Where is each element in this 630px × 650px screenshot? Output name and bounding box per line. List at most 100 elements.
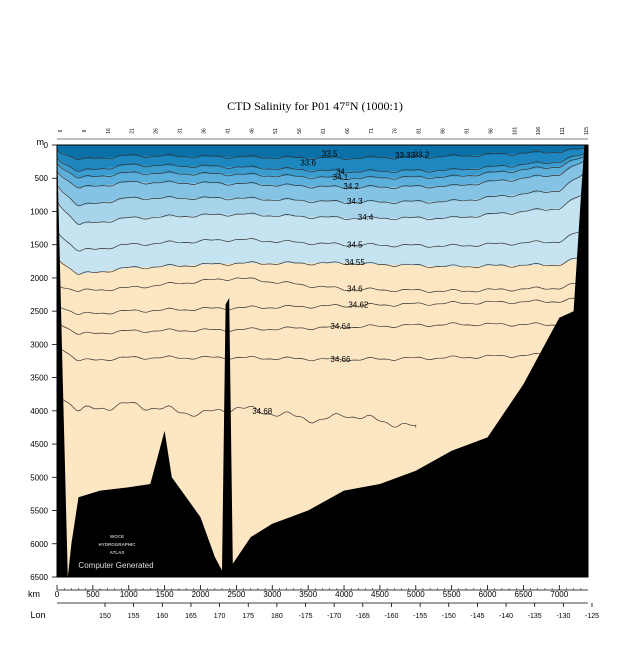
longitude-tick-label: 175 [242, 613, 254, 620]
distance-tick-label: 500 [86, 590, 100, 599]
station-label: 76 [393, 128, 399, 134]
longitude-tick-label: -125 [585, 613, 599, 620]
station-label: 111 [560, 127, 566, 135]
contour-label: 33.33 [395, 151, 416, 160]
station-label: 71 [369, 128, 375, 134]
distance-tick-label: 0 [55, 590, 60, 599]
station-label: 86 [441, 128, 447, 134]
watermark-text: HYDROGRAPHIC [98, 542, 136, 547]
longitude-tick-label: -145 [470, 613, 484, 620]
contour-label: 34.6 [347, 285, 363, 294]
station-label: 66 [345, 128, 351, 134]
longitude-tick-label: -170 [327, 613, 341, 620]
contour-line [56, 254, 589, 275]
contour-label: 34.2 [343, 182, 359, 191]
longitude-tick-label: -155 [413, 613, 427, 620]
depth-tick-label: 3000 [30, 340, 48, 349]
contour-line [56, 297, 589, 315]
depth-tick-label: 4000 [30, 407, 48, 416]
depth-tick-label: 1000 [30, 207, 48, 216]
longitude-tick-label: -130 [556, 613, 570, 620]
contour-label: 33.6 [300, 158, 316, 167]
distance-tick-label: 1500 [156, 590, 174, 599]
station-label: 46 [249, 128, 255, 134]
contour-label: 34.62 [348, 301, 369, 310]
distance-tick-label: 3000 [263, 590, 281, 599]
contour-label: 34.5 [347, 241, 363, 250]
longitude-tick-label: 170 [214, 613, 226, 620]
contour-label: 34.3 [347, 197, 363, 206]
longitude-tick-label: -150 [442, 613, 456, 620]
depth-tick-label: 5000 [30, 473, 48, 482]
contour-label: 33.5 [322, 150, 338, 159]
distance-tick-label: 5000 [407, 590, 425, 599]
chart-title: CTD Salinity for P01 47°N (1000:1) [227, 99, 403, 113]
contour-label: 34.66 [330, 355, 351, 364]
distance-tick-label: 2000 [192, 590, 210, 599]
station-label: 31 [178, 128, 184, 134]
contour-line [56, 344, 589, 362]
distance-tick-label: 6500 [515, 590, 533, 599]
depth-tick-label: 1500 [30, 241, 48, 250]
salinity-band [57, 145, 588, 160]
contour-label: 33.2 [414, 150, 430, 159]
depth-axis-label: m [37, 137, 45, 147]
station-label: 26 [154, 128, 160, 134]
depth-tick-label: 5500 [30, 507, 48, 516]
station-label: 6 [58, 129, 64, 132]
contour-line [56, 320, 589, 335]
depth-tick-label: 3500 [30, 374, 48, 383]
station-label: 36 [201, 128, 207, 134]
distance-axis-label: km [28, 589, 40, 599]
station-label: 115 [584, 127, 590, 135]
longitude-tick-label: 180 [271, 613, 283, 620]
longitude-tick-label: 155 [128, 613, 140, 620]
contour-line [56, 191, 589, 225]
depth-tick-label: 2500 [30, 307, 48, 316]
station-label: 16 [106, 128, 112, 134]
contour-label: 34.64 [330, 322, 351, 331]
contour-line [56, 147, 589, 160]
longitude-tick-label: 165 [185, 613, 197, 620]
longitude-axis-label: Lon [30, 610, 45, 620]
distance-tick-label: 6000 [479, 590, 497, 599]
plot-frame [56, 144, 589, 578]
station-label: 106 [536, 127, 542, 136]
station-label: 91 [464, 128, 470, 134]
longitude-tick-label: 160 [156, 613, 168, 620]
longitude-tick-label: -160 [384, 613, 398, 620]
station-label: 101 [512, 127, 518, 136]
longitude-tick-label: 150 [99, 613, 111, 620]
depth-tick-label: 6000 [30, 540, 48, 549]
contour-line [56, 390, 417, 428]
station-label: 41 [225, 128, 231, 134]
depth-tick-label: 2000 [30, 274, 48, 283]
station-label: 61 [321, 128, 327, 134]
distance-tick-label: 2500 [227, 590, 245, 599]
station-label: 21 [130, 128, 136, 134]
contour-label: 34 [336, 168, 345, 177]
distance-tick-label: 1000 [120, 590, 138, 599]
station-label: 56 [297, 128, 303, 134]
longitude-tick-label: -175 [299, 613, 313, 620]
distance-tick-label: 7000 [550, 590, 568, 599]
seafloor-bathymetry [57, 145, 588, 577]
distance-tick-label: 3500 [299, 590, 317, 599]
station-label: 81 [417, 128, 423, 134]
station-label: 51 [273, 128, 279, 134]
contour-label: 34.1 [333, 173, 349, 182]
depth-tick-label: 4500 [30, 440, 48, 449]
longitude-tick-label: -165 [356, 613, 370, 620]
longitude-tick-label: -140 [499, 613, 513, 620]
contour-line [56, 171, 589, 207]
contour-line [56, 159, 589, 190]
longitude-tick-label: -135 [528, 613, 542, 620]
distance-tick-label: 4000 [335, 590, 353, 599]
contour-line [56, 227, 589, 252]
depth-tick-label: 500 [35, 174, 49, 183]
station-label: 96 [488, 128, 494, 134]
contour-label: 34.68 [252, 407, 273, 416]
watermark-text: WOCE [110, 534, 124, 539]
contour-line [56, 155, 589, 180]
distance-tick-label: 4500 [371, 590, 389, 599]
